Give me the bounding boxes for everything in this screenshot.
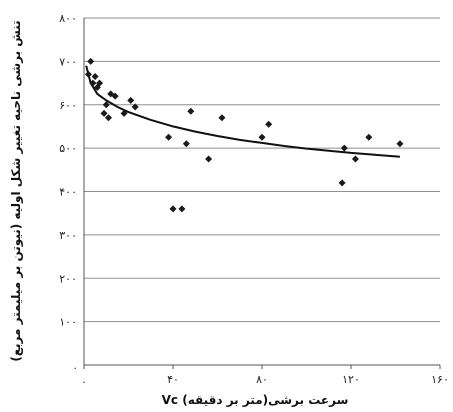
trendline-group [85,65,400,158]
data-point [182,140,190,148]
data-point [340,144,348,152]
x-axis-ticks: . ۴۰ ۸۰ ۱۲۰ ۱۶۰ [82,365,449,386]
data-point [89,79,97,87]
data-point [131,103,139,111]
data-point [396,140,404,148]
data-point [218,114,226,122]
data-point [365,133,373,141]
x-tick-label: ۸۰ [256,373,268,386]
data-point [258,133,266,141]
y-axis-label: تنش برشی ناحیه تغییر شکل اولیه (نیوتن بر… [9,20,24,361]
x-tick-label: ۴۰ [167,373,179,386]
y-tick-label: ۲۰۰ [59,272,77,285]
data-point [120,109,128,117]
x-tick-label: ۱۶۰ [431,373,449,386]
y-tick-label: ۱۰۰ [59,316,77,329]
data-point [338,179,346,187]
y-tick-label: ۷۰۰ [59,55,77,68]
data-points [84,57,404,213]
gridlines [84,17,440,323]
y-axis-ticks: . ۱۰۰ ۲۰۰ ۳۰۰ ۴۰۰ ۵۰۰ ۶۰۰ ۷۰۰ ۸۰۰ [59,12,77,372]
y-tick-label: . [74,359,78,372]
data-point [111,92,119,100]
axes [83,18,440,366]
data-point [102,101,110,109]
data-point [87,57,95,65]
x-axis-label: Vc سرعت برشی(متر بر دقیقه) [162,393,349,407]
data-point [165,133,173,141]
data-point [104,114,112,122]
y-tick-label: ۶۰۰ [59,99,77,112]
data-point [187,107,195,115]
data-point [91,73,99,81]
data-point [84,70,92,78]
data-point [127,96,135,104]
data-point [169,205,177,213]
y-tick-label: ۵۰۰ [59,142,77,155]
data-point [265,120,273,128]
data-point [96,79,104,87]
y-tick-label: ۴۰۰ [59,186,77,199]
data-point [100,109,108,117]
trendline [85,65,400,158]
data-point [178,205,186,213]
y-tick-label: ۳۰۰ [59,229,77,242]
x-tick-label: . [82,373,86,386]
x-tick-label: ۱۲۰ [342,373,360,386]
y-tick-label: ۸۰۰ [59,12,77,25]
data-point [205,155,213,163]
data-point [351,155,359,163]
